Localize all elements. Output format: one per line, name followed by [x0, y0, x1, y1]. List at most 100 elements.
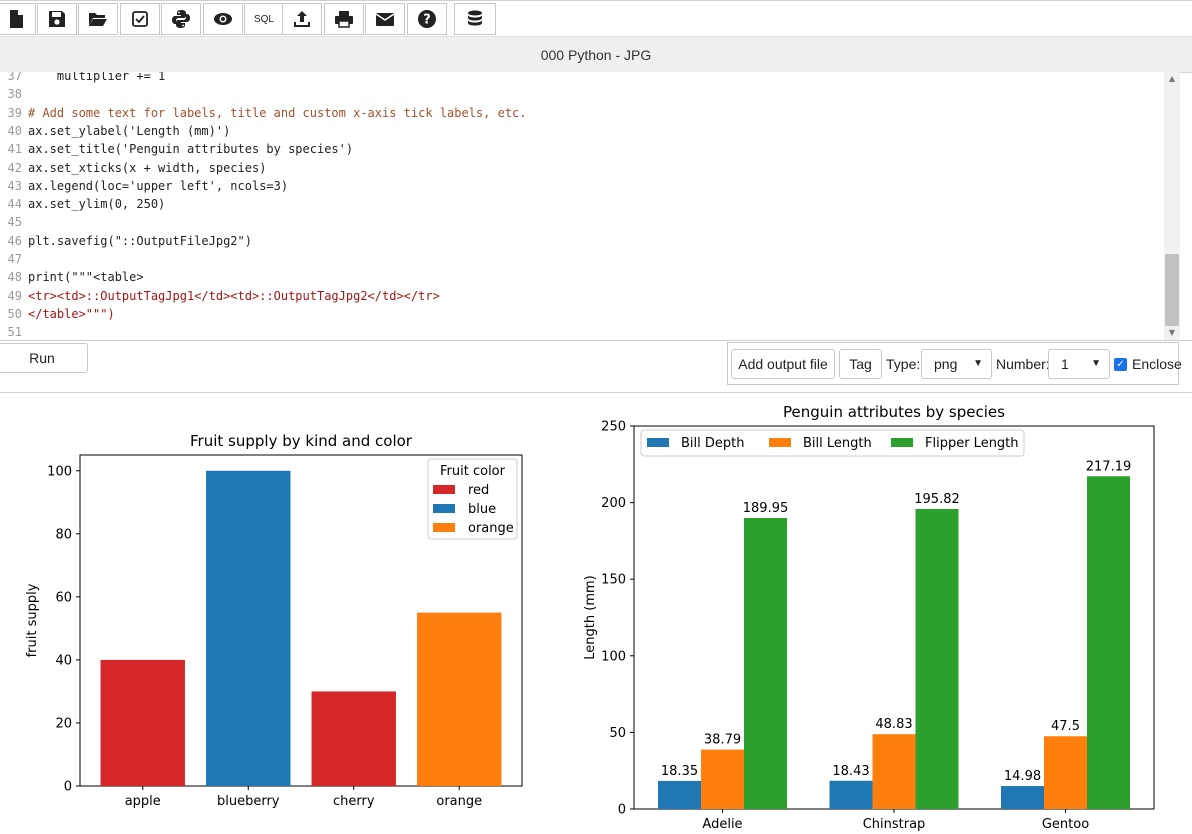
bar	[100, 659, 185, 786]
legend-box	[640, 429, 1025, 457]
y-tick-label: 0	[64, 780, 72, 795]
code-line[interactable]: 50 </table>""")	[0, 305, 115, 323]
python-button[interactable]	[161, 3, 201, 35]
y-tick-label: 200	[601, 496, 626, 511]
number-label: Number:	[996, 356, 1050, 372]
run-button[interactable]: Run	[0, 343, 88, 373]
legend-entry-label: Flipper Length	[925, 436, 1019, 451]
code-line[interactable]: 47	[0, 250, 28, 268]
chevron-down-icon: ▼	[973, 358, 983, 369]
code-line[interactable]: 40 ax.set_ylabel('Length (mm)')	[0, 122, 231, 140]
upload-button[interactable]	[282, 3, 322, 35]
bar	[744, 517, 787, 809]
enclose-checkbox[interactable]: ✓	[1114, 358, 1127, 371]
file-icon	[10, 10, 23, 28]
bar	[311, 691, 396, 786]
save-button[interactable]	[37, 3, 77, 35]
scroll-up-arrow-icon[interactable]: ▲	[1168, 74, 1176, 83]
legend-swatch	[433, 523, 455, 532]
chart-title: Fruit supply by kind and color	[190, 432, 413, 450]
line-number: 49	[7, 288, 22, 303]
line-number: 43	[7, 178, 22, 193]
code-text: multiplier += 1	[28, 72, 166, 83]
data-label: 189.95	[743, 501, 789, 516]
upload-icon	[294, 11, 310, 27]
line-number: 50	[7, 306, 22, 321]
code-line[interactable]: 38	[0, 85, 28, 103]
checkbox-icon	[132, 11, 148, 27]
line-number: 51	[7, 325, 22, 340]
y-tick-label: 20	[55, 716, 72, 731]
legend-entry-label: orange	[468, 521, 514, 536]
data-label: 14.98	[1004, 769, 1041, 784]
code-line[interactable]: 41 ax.set_title('Penguin attributes by sp…	[0, 140, 354, 158]
email-button[interactable]	[365, 3, 405, 35]
code-line[interactable]: 46 plt.savefig("::OutputFileJpg2")	[0, 232, 252, 250]
type-select[interactable]: png ▼	[921, 349, 992, 379]
number-select[interactable]: 1 ▼	[1048, 349, 1110, 379]
scroll-thumb[interactable]	[1165, 254, 1179, 326]
code-line[interactable]: 43 ax.legend(loc='upper left', ncols=3)	[0, 177, 289, 195]
add-output-file-button[interactable]: Add output file	[731, 349, 835, 379]
y-tick-label: 100	[47, 464, 72, 479]
y-tick-label: 250	[601, 420, 626, 435]
help-icon: ?	[418, 10, 436, 28]
save-icon	[49, 11, 65, 27]
data-label: 195.82	[914, 492, 960, 507]
code-line[interactable]: 37 multiplier += 1	[0, 72, 166, 85]
scroll-down-arrow-icon[interactable]: ▼	[1168, 328, 1176, 337]
check-button[interactable]	[120, 3, 160, 35]
code-editor[interactable]: 37 multiplier += 1 38 39 # Add some text fo…	[0, 72, 1180, 340]
enclose-label: Enclose	[1132, 356, 1182, 372]
print-icon	[335, 11, 353, 28]
legend-swatch	[647, 438, 669, 447]
legend-box	[427, 458, 518, 540]
y-tick-label: 150	[601, 573, 626, 588]
data-label: 47.5	[1051, 719, 1080, 734]
code-line[interactable]: 45	[0, 213, 28, 231]
legend-swatch	[433, 504, 455, 513]
y-axis-label: Length (mm)	[583, 575, 598, 659]
preview-button[interactable]	[203, 3, 243, 35]
print-button[interactable]	[324, 3, 364, 35]
line-number: 39	[7, 105, 22, 120]
code-line[interactable]: 44 ax.set_ylim(0, 250)	[0, 195, 166, 213]
code-line[interactable]: 51	[0, 323, 28, 340]
sql-button[interactable]: SQL	[244, 3, 284, 35]
output-options-panel: Add output file Tag Type: png ▼ Number: …	[727, 342, 1182, 385]
data-label: 48.83	[875, 717, 912, 732]
help-button[interactable]: ?	[407, 3, 447, 35]
chart-title: Penguin attributes by species	[783, 403, 1005, 421]
code-line[interactable]: 48 print("""<table>	[0, 268, 144, 286]
type-select-value: png	[934, 356, 958, 372]
code-text: </table>""")	[28, 306, 115, 321]
line-number: 47	[7, 252, 22, 266]
code-text: ax.legend(loc='upper left', ncols=3)	[28, 178, 289, 193]
editor-divider	[0, 340, 1192, 341]
code-line[interactable]: 39 # Add some text for labels, title and …	[0, 104, 527, 122]
line-number: 44	[7, 197, 22, 212]
new-file-button[interactable]	[0, 3, 36, 35]
code-text: # Add some text for labels, title and cu…	[28, 105, 527, 120]
legend-entry-label: red	[468, 483, 489, 498]
editor-scrollbar[interactable]: ▲ ▼	[1164, 72, 1180, 340]
tag-button[interactable]: Tag	[839, 349, 882, 379]
database-button[interactable]	[454, 3, 496, 35]
data-label: 217.19	[1086, 459, 1132, 474]
legend-swatch	[891, 438, 913, 447]
bar	[206, 470, 291, 786]
code-line[interactable]: 42 ax.set_xticks(x + width, species)	[0, 159, 267, 177]
envelope-icon	[375, 13, 395, 26]
bar	[829, 780, 873, 809]
code-text: ax.set_ylabel('Length (mm)')	[28, 123, 231, 138]
legend-entry-label: Bill Depth	[681, 436, 744, 451]
code-line[interactable]: 49 <tr><td>::OutputTagJpg1</td><td>::Outp…	[0, 287, 440, 305]
toolbar: SQL ?	[0, 0, 1192, 37]
open-button[interactable]	[78, 3, 118, 35]
legend-entry-label: Bill Length	[803, 436, 872, 451]
x-tick-label: blueberry	[217, 794, 280, 809]
code-text: ax.set_xticks(x + width, species)	[28, 160, 267, 175]
type-label: Type:	[886, 356, 921, 372]
line-number: 40	[7, 123, 22, 138]
bar	[1087, 476, 1130, 809]
